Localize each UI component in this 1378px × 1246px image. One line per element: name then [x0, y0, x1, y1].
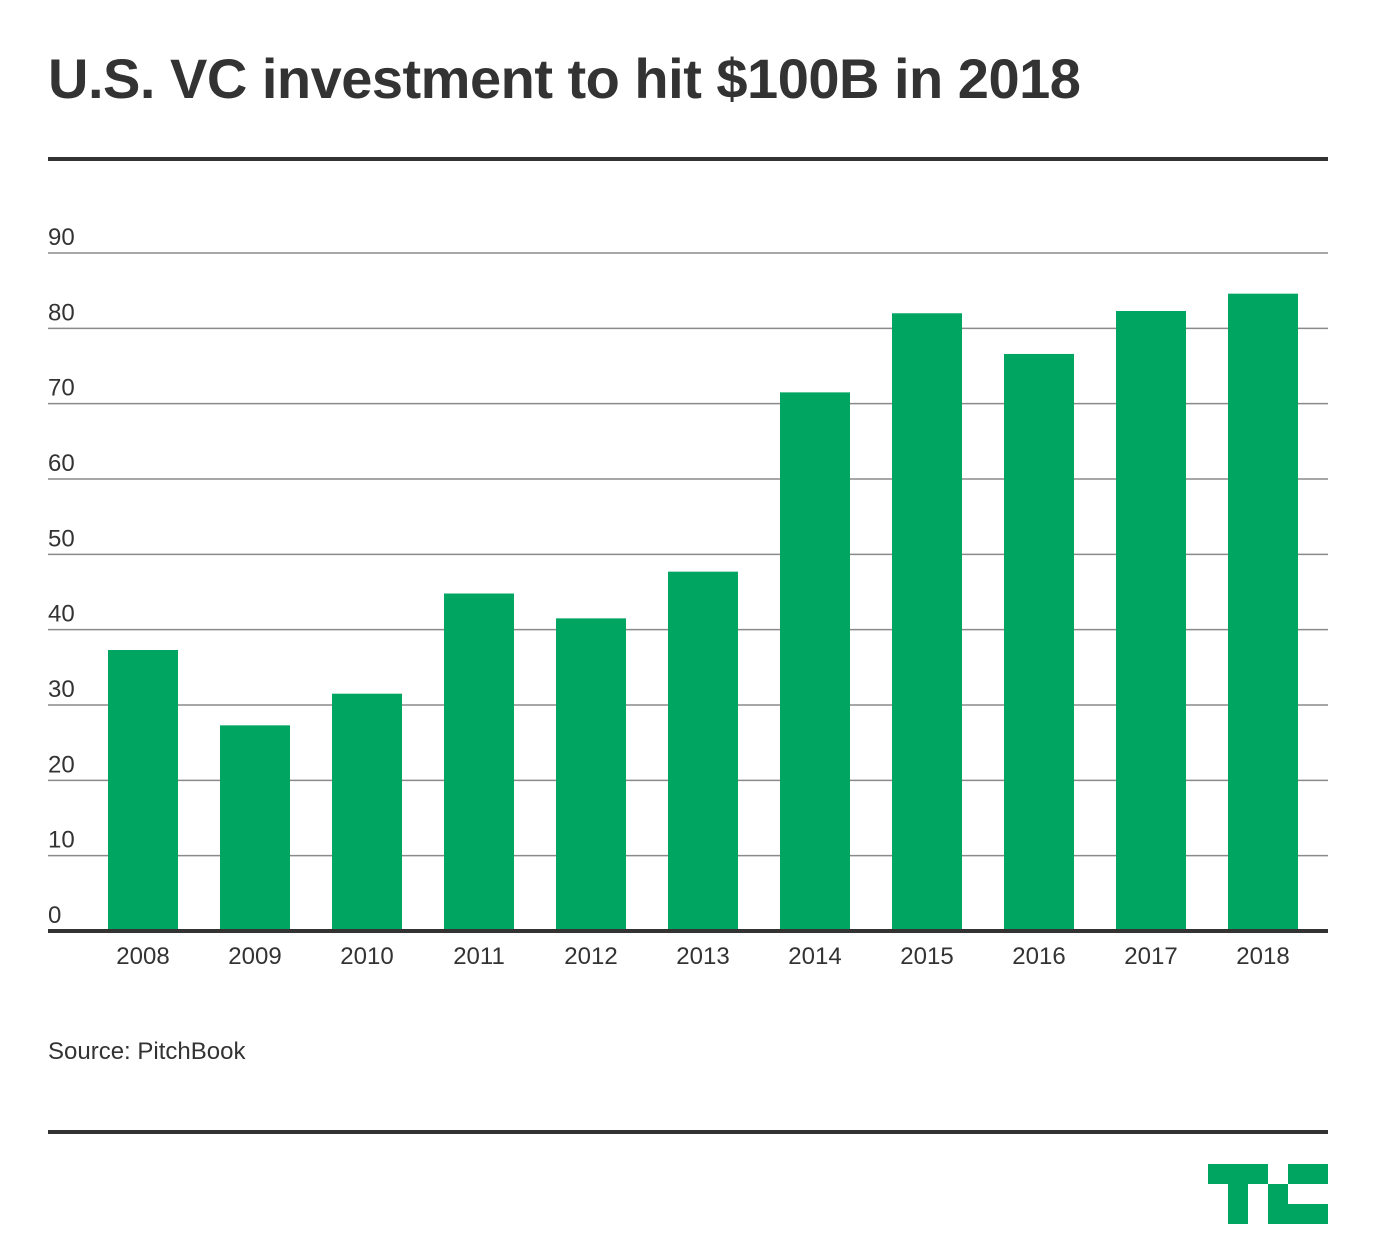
bar-2012 [556, 618, 626, 931]
x-tick-label: 2012 [564, 943, 617, 970]
x-tick-label: 2014 [788, 943, 841, 970]
x-tick-label: 2010 [340, 943, 393, 970]
y-axis-ticks: 0 10 20 30 40 50 60 70 80 90 [48, 224, 75, 929]
y-tick-label: 20 [48, 751, 75, 778]
logo-t-top [1208, 1164, 1268, 1184]
logo-c-bottom [1288, 1204, 1328, 1224]
x-tick-label: 2013 [676, 943, 729, 970]
bar-chart: 0 10 20 30 40 50 60 70 80 90 2008 2009 2010 2011 2012… [48, 224, 1328, 970]
bar-2016 [1004, 353, 1074, 931]
source-note: Source: PitchBook [48, 1038, 246, 1065]
bar-2018 [1228, 293, 1298, 931]
x-axis-ticks: 2008 2009 2010 2011 2012 2013 2014 2015 2016 2017… [116, 943, 1289, 970]
x-axis-baseline [48, 929, 1328, 933]
bar-2015 [892, 313, 962, 931]
top-divider [48, 157, 1328, 161]
logo-t-stem [1228, 1184, 1248, 1224]
y-tick-label: 80 [48, 299, 75, 326]
y-tick-label: 90 [48, 224, 75, 251]
bar-2017 [1116, 311, 1186, 931]
bar-2011 [444, 593, 514, 931]
bar-2008 [108, 650, 178, 931]
y-tick-label: 50 [48, 525, 75, 552]
techcrunch-tc-logo-icon [1208, 1164, 1328, 1224]
y-tick-label: 0 [48, 902, 61, 929]
y-tick-label: 40 [48, 601, 75, 628]
bar-2013 [668, 571, 738, 931]
bar-2009 [220, 725, 290, 931]
x-tick-label: 2018 [1236, 943, 1289, 970]
bars [108, 293, 1298, 931]
y-tick-label: 30 [48, 676, 75, 703]
chart-title: U.S. VC investment to hit $100B in 2018 [48, 47, 1081, 110]
bottom-divider [48, 1130, 1328, 1134]
x-tick-label: 2015 [900, 943, 953, 970]
bar-2010 [332, 693, 402, 931]
bar-2014 [780, 392, 850, 931]
x-tick-label: 2017 [1124, 943, 1177, 970]
x-tick-label: 2008 [116, 943, 169, 970]
x-tick-label: 2009 [228, 943, 281, 970]
x-tick-label: 2016 [1012, 943, 1065, 970]
y-tick-label: 60 [48, 450, 75, 477]
logo-c-left [1268, 1184, 1288, 1224]
x-tick-label: 2011 [453, 943, 505, 970]
y-tick-label: 10 [48, 827, 75, 854]
y-tick-label: 70 [48, 375, 75, 402]
logo-c-top [1288, 1164, 1328, 1184]
logo-shapes [1208, 1164, 1328, 1224]
